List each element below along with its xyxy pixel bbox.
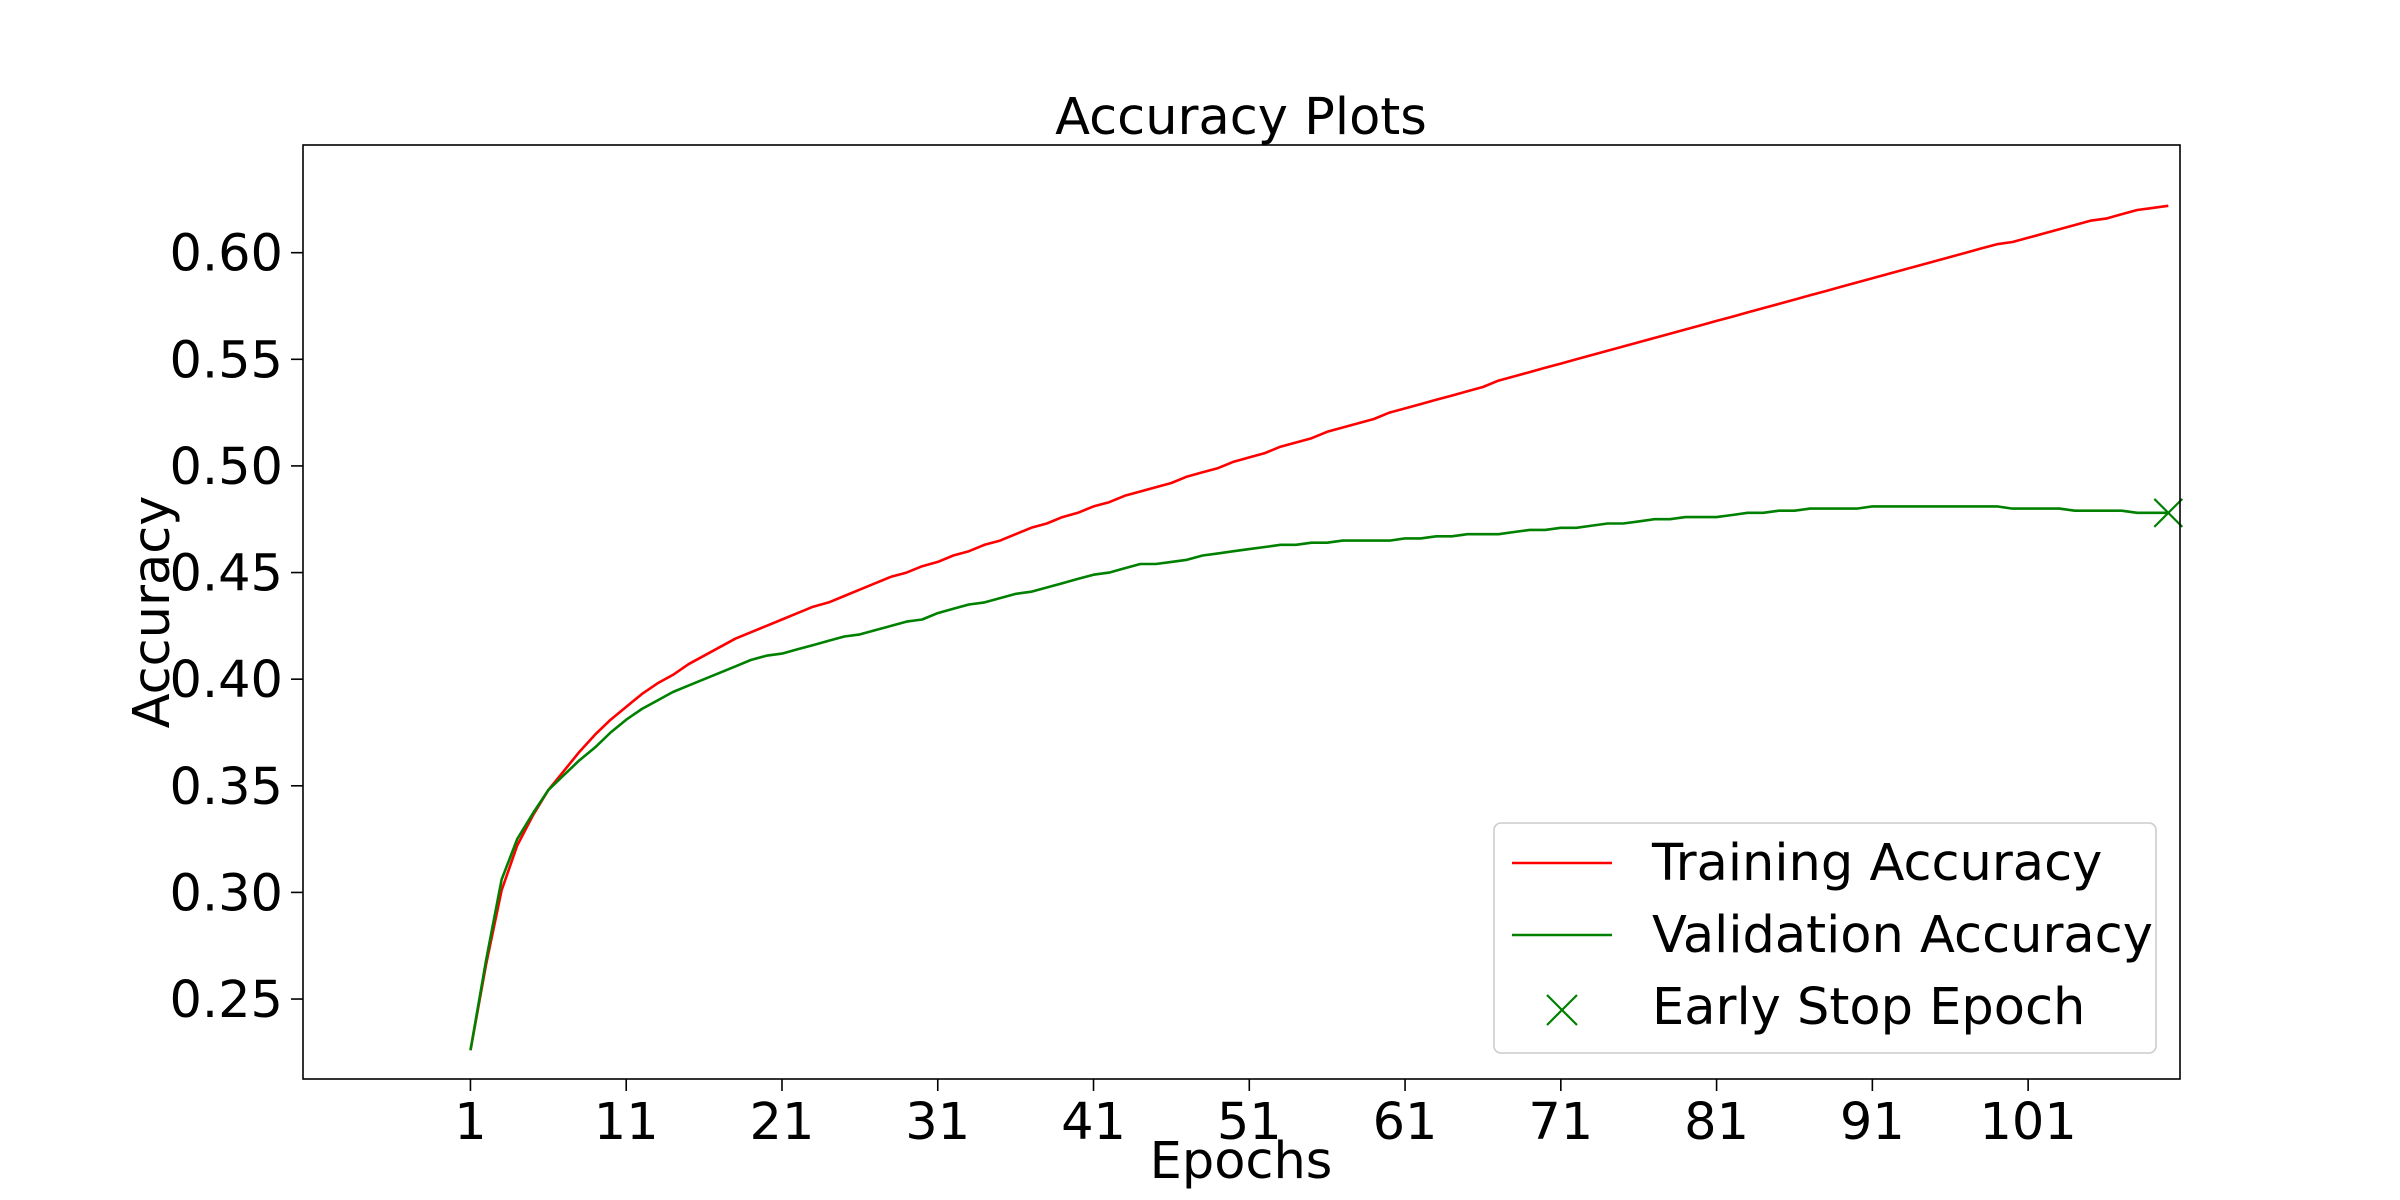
x-axis: 1 11 21 31 41 51 61 71 81 91 101 <box>454 1079 2077 1152</box>
y-axis: 0.25 0.30 0.35 0.40 0.45 0.50 0.55 0.60 <box>169 225 303 1030</box>
y-tick-label: 0.50 <box>169 438 283 497</box>
series-line-validation <box>469 505 2169 1051</box>
x-tick-label: 61 <box>1373 1093 1438 1152</box>
x-tick-label: 1 <box>454 1093 486 1152</box>
x-tick-label: 21 <box>750 1093 815 1152</box>
y-axis-label: Accuracy <box>123 496 182 729</box>
x-tick-label: 41 <box>1061 1093 1126 1152</box>
x-tick-label: 51 <box>1217 1093 1282 1152</box>
y-tick-label: 0.55 <box>169 331 283 390</box>
y-tick-label: 0.35 <box>169 758 283 817</box>
legend-validation-label: Validation Accuracy <box>1652 906 2153 965</box>
legend-early-stop-label: Early Stop Epoch <box>1652 978 2085 1037</box>
y-tick-label: 0.25 <box>169 971 283 1030</box>
chart-title: Accuracy Plots <box>1055 88 1427 147</box>
legend-box <box>1493 822 2157 1054</box>
x-tick-label: 81 <box>1684 1093 1749 1152</box>
series-line-training <box>469 204 2169 1051</box>
plot-area <box>469 204 2184 1051</box>
legend-early-stop-marker <box>1546 994 1578 1026</box>
early-stop-marker <box>2153 498 2184 528</box>
legend-training-label: Training Accuracy <box>1651 834 2102 893</box>
x-tick-label: 31 <box>905 1093 970 1152</box>
x-tick-label: 71 <box>1528 1093 1593 1152</box>
y-tick-label: 0.30 <box>169 864 283 923</box>
y-tick-label: 0.60 <box>169 225 283 284</box>
y-tick-label: 0.45 <box>169 545 283 604</box>
legend: Training Accuracy Validation Accuracy Ea… <box>1493 822 2157 1054</box>
y-tick-label: 0.40 <box>169 651 283 710</box>
axes-frame <box>302 144 2181 1080</box>
x-tick-label: 91 <box>1840 1093 1905 1152</box>
x-tick-label: 11 <box>594 1093 659 1152</box>
x-axis-label: Epochs <box>1150 1132 1333 1191</box>
x-tick-label: 101 <box>1979 1093 2076 1152</box>
